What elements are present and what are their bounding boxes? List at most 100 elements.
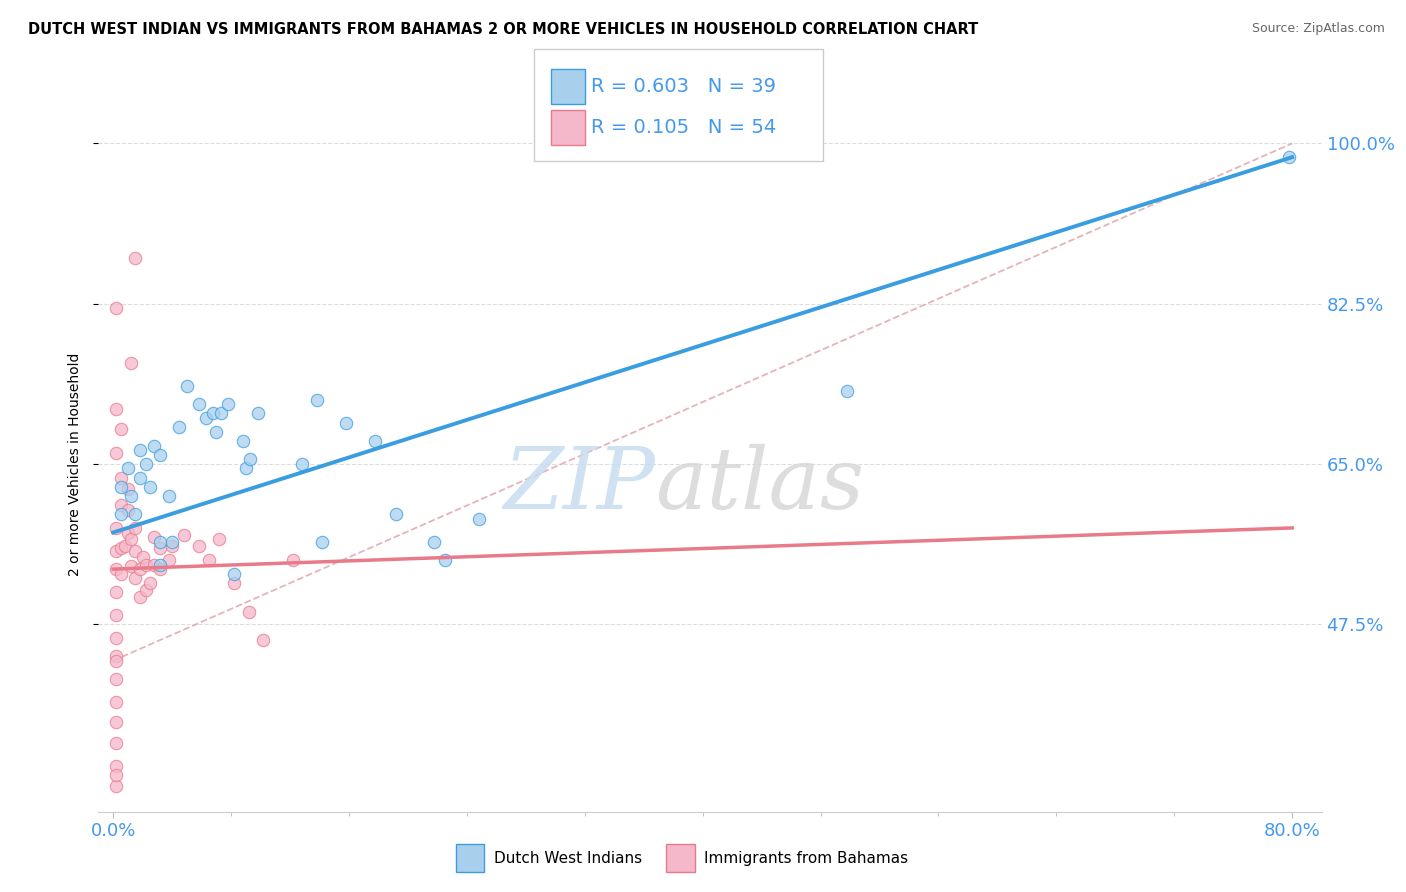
Point	[187, 397, 209, 411]
Point	[205, 425, 228, 439]
Point	[239, 452, 262, 467]
Point	[252, 632, 274, 647]
Point	[222, 575, 245, 590]
Text: R = 0.603   N = 39: R = 0.603 N = 39	[591, 77, 776, 95]
Text: ZIP: ZIP	[503, 443, 655, 526]
Point	[160, 539, 183, 553]
Point	[238, 605, 260, 619]
Text: Immigrants from Bahamas: Immigrants from Bahamas	[704, 851, 908, 865]
Point	[110, 480, 132, 494]
Point	[105, 562, 128, 576]
Point	[110, 507, 132, 521]
Point	[198, 553, 221, 567]
Text: atlas: atlas	[655, 443, 865, 526]
Point	[149, 534, 172, 549]
Point	[246, 407, 269, 421]
Point	[143, 438, 166, 452]
Y-axis label: 2 or more Vehicles in Household: 2 or more Vehicles in Household	[67, 352, 82, 575]
Point	[105, 768, 128, 782]
Point	[202, 407, 225, 421]
Point	[105, 672, 128, 686]
Point	[105, 446, 128, 460]
Point	[305, 392, 328, 407]
Point	[135, 558, 157, 572]
Point	[105, 649, 128, 664]
Point	[208, 532, 231, 546]
Point	[187, 539, 209, 553]
Point	[105, 301, 128, 316]
Point	[433, 553, 456, 567]
Point	[124, 507, 146, 521]
Point	[105, 607, 128, 622]
Point	[120, 532, 142, 546]
Point	[423, 534, 446, 549]
Text: DUTCH WEST INDIAN VS IMMIGRANTS FROM BAHAMAS 2 OR MORE VEHICLES IN HOUSEHOLD COR: DUTCH WEST INDIAN VS IMMIGRANTS FROM BAH…	[28, 22, 979, 37]
Point	[124, 543, 146, 558]
Point	[128, 470, 150, 484]
Text: R = 0.105   N = 54: R = 0.105 N = 54	[591, 118, 776, 136]
Point	[149, 562, 172, 576]
Point	[335, 416, 357, 430]
Point	[105, 695, 128, 709]
Point	[135, 457, 157, 471]
Point	[117, 461, 139, 475]
Point	[139, 575, 162, 590]
Point	[124, 571, 146, 585]
Point	[209, 407, 232, 421]
Point	[157, 489, 180, 503]
Point	[128, 590, 150, 604]
Point	[217, 397, 239, 411]
Point	[105, 401, 128, 416]
Point	[157, 553, 180, 567]
Point	[110, 422, 132, 436]
Point	[105, 736, 128, 750]
Point	[110, 566, 132, 581]
Point	[105, 585, 128, 599]
Point	[364, 434, 387, 448]
Point	[105, 543, 128, 558]
Point	[235, 461, 257, 475]
Text: Dutch West Indians: Dutch West Indians	[494, 851, 641, 865]
Point	[160, 534, 183, 549]
Point	[311, 534, 333, 549]
Point	[105, 631, 128, 645]
Point	[467, 512, 489, 526]
Point	[149, 448, 172, 462]
Point	[281, 553, 304, 567]
Point	[105, 779, 128, 793]
Point	[110, 541, 132, 555]
Point	[149, 541, 172, 555]
Point	[120, 559, 142, 574]
Point	[128, 562, 150, 576]
Point	[139, 480, 162, 494]
Point	[143, 530, 166, 544]
Point	[131, 550, 153, 565]
Point	[120, 356, 142, 370]
Point	[1278, 150, 1301, 164]
Point	[135, 583, 157, 598]
Point	[169, 420, 191, 434]
Point	[105, 654, 128, 668]
Point	[120, 489, 142, 503]
Point	[105, 714, 128, 729]
Point	[117, 502, 139, 516]
Point	[105, 759, 128, 773]
Point	[176, 379, 198, 393]
Point	[110, 470, 132, 484]
Point	[117, 525, 139, 540]
Point	[835, 384, 858, 398]
Point	[143, 558, 166, 572]
Point	[222, 566, 245, 581]
Point	[232, 434, 254, 448]
Point	[124, 251, 146, 265]
Point	[128, 443, 150, 458]
Point	[124, 521, 146, 535]
Text: Source: ZipAtlas.com: Source: ZipAtlas.com	[1251, 22, 1385, 36]
Point	[114, 539, 136, 553]
Point	[105, 521, 128, 535]
Point	[173, 528, 195, 542]
Point	[195, 411, 218, 425]
Point	[117, 483, 139, 497]
Point	[149, 558, 172, 572]
Point	[110, 498, 132, 512]
